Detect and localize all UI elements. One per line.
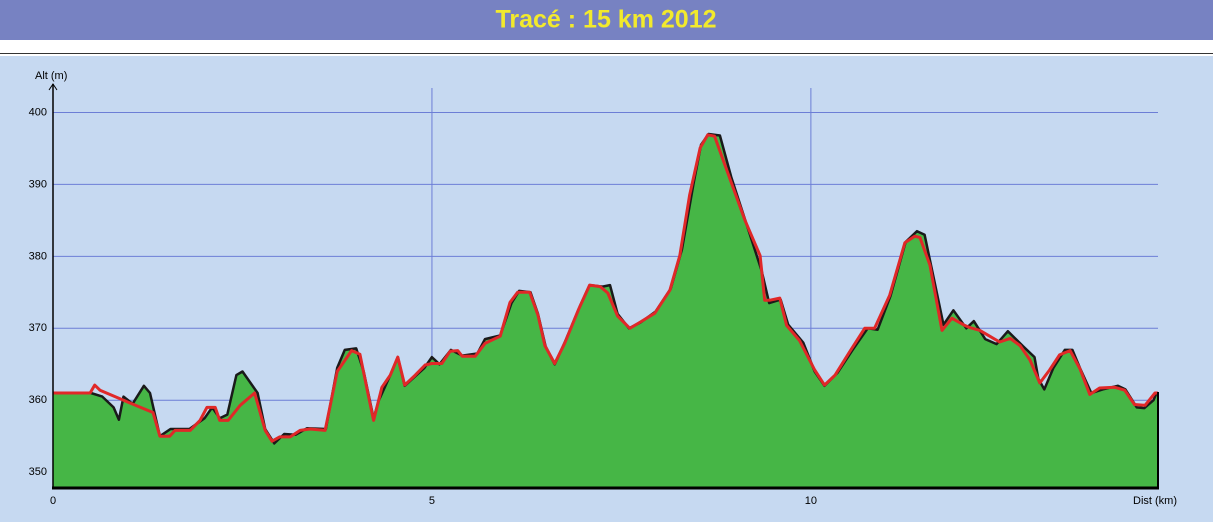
- area-outline: [53, 132, 1158, 445]
- x-tick-label: 10: [805, 495, 817, 507]
- chart-title: Tracé : 15 km 2012: [496, 6, 717, 34]
- y-tick-label: 380: [29, 250, 47, 262]
- profile-line: [53, 133, 1158, 443]
- y-tick-label: 400: [29, 106, 47, 118]
- y-tick-label: 360: [29, 394, 47, 406]
- y-axis-label: Alt (m): [35, 70, 67, 82]
- y-axis-arrow: [48, 83, 58, 91]
- area-fill: [53, 134, 1158, 488]
- x-tick-label: 0: [50, 495, 56, 507]
- y-tick-label: 350: [29, 466, 47, 478]
- x-tick-label: 5: [429, 495, 435, 507]
- y-tick-label: 370: [29, 322, 47, 334]
- x-axis-label: Dist (km): [1133, 495, 1177, 507]
- y-tick-label: 390: [29, 178, 47, 190]
- title-bar: [0, 0, 1213, 40]
